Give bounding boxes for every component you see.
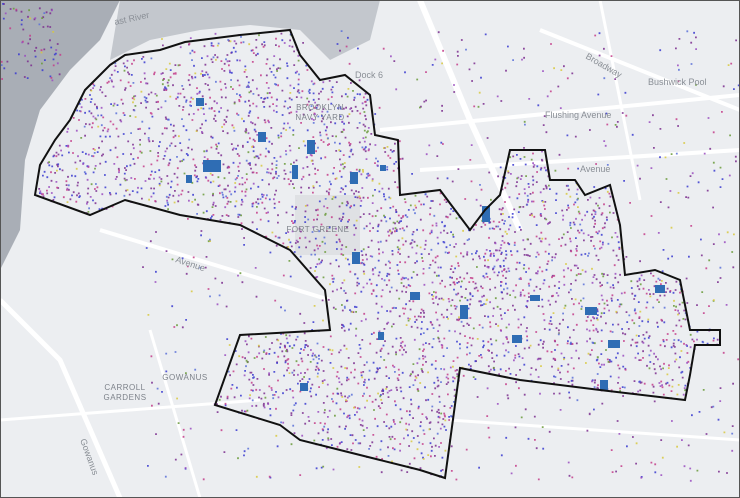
population-dots [3,3,740,478]
neighborhood-label: GARDENS [103,393,146,402]
district-boundary [33,28,721,480]
neighborhood-label: FORT GREENE [287,225,350,234]
street-label: Avenue [580,164,610,174]
neighborhood-label: GOWANUS [162,373,207,382]
water [110,0,380,60]
neighborhood-label: NAVY YARD [295,113,344,122]
buildings [186,98,665,391]
place-label: Dock 6 [355,70,383,80]
street-label: Flushing Avenue [545,110,611,120]
neighborhood-label: BROOKLYN [296,103,344,112]
neighborhood-label: CARROLL [104,383,145,392]
dot-layer [0,3,740,482]
place-label: Bushwick Pool [648,77,707,87]
water [0,0,120,270]
